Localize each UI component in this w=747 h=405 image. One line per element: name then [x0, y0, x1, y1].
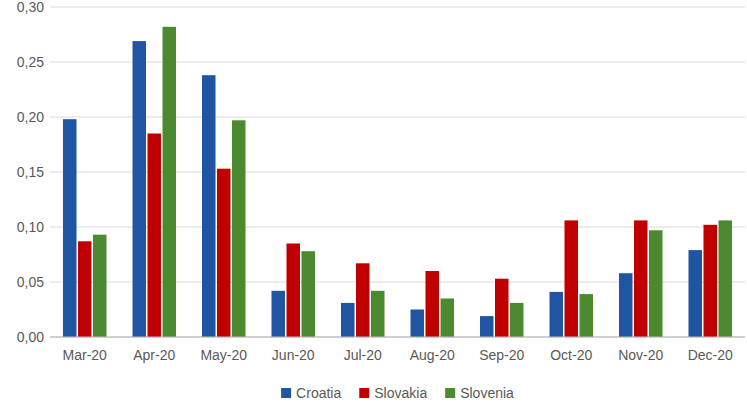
bar [580, 294, 594, 337]
x-axis [50, 337, 745, 338]
grid-line [50, 62, 745, 63]
x-tick-label: Dec-20 [688, 347, 733, 363]
x-tick-label: Jul-20 [344, 347, 382, 363]
x-tick-label: Mar-20 [63, 347, 108, 363]
bar [619, 273, 633, 337]
bar [634, 220, 648, 337]
x-tick-label: Nov-20 [618, 347, 663, 363]
x-tick-label: Sep-20 [479, 347, 524, 363]
bars [63, 27, 732, 337]
bar [719, 220, 733, 337]
bar [649, 230, 663, 337]
y-tick-label: 0,25 [17, 54, 44, 70]
bar [287, 244, 301, 338]
bar [411, 310, 425, 338]
bar [441, 299, 455, 338]
bar [133, 41, 147, 337]
bar [272, 291, 286, 337]
legend-label: Slovakia [374, 385, 427, 401]
bar [341, 303, 355, 337]
grid [50, 7, 745, 337]
x-tick-label: Aug-20 [410, 347, 455, 363]
bar [93, 235, 107, 337]
legend: Croatia Slovakia Slovenia [281, 385, 514, 401]
grid-line [50, 7, 745, 8]
bar [565, 220, 579, 337]
bar [371, 291, 385, 337]
x-tick-label: Jun-20 [272, 347, 315, 363]
y-tick-label: 0,05 [17, 274, 44, 290]
legend-swatch [445, 388, 455, 398]
bar [232, 120, 246, 337]
bar [78, 241, 92, 337]
y-tick-label: 0,15 [17, 164, 44, 180]
grid-line [50, 337, 745, 338]
legend-label: Slovenia [460, 385, 514, 401]
x-tick-label: Oct-20 [550, 347, 592, 363]
bar [704, 225, 718, 337]
bar [163, 27, 177, 337]
legend-swatch [359, 388, 369, 398]
bar [480, 316, 494, 337]
bar [217, 169, 231, 337]
bar [202, 75, 216, 337]
chart: 0,00 0,05 0,10 0,15 0,20 0,25 0,30 Mar-20 Apr-20… [0, 0, 747, 405]
bar [356, 263, 370, 337]
legend-label: Croatia [296, 385, 341, 401]
bar [426, 271, 440, 337]
bar [550, 292, 564, 337]
y-tick-label: 0,00 [17, 329, 44, 345]
bar [148, 134, 162, 338]
bar [63, 119, 77, 337]
x-tick-label: May-20 [200, 347, 247, 363]
y-tick-label: 0,30 [17, 0, 44, 15]
legend-swatch [281, 388, 291, 398]
y-tick-label: 0,20 [17, 109, 44, 125]
grid-line [50, 117, 745, 118]
x-tick-label: Apr-20 [133, 347, 175, 363]
bar [302, 251, 316, 337]
y-tick-label: 0,10 [17, 219, 44, 235]
bar [510, 303, 524, 337]
bar [495, 279, 509, 337]
bar [689, 250, 703, 337]
